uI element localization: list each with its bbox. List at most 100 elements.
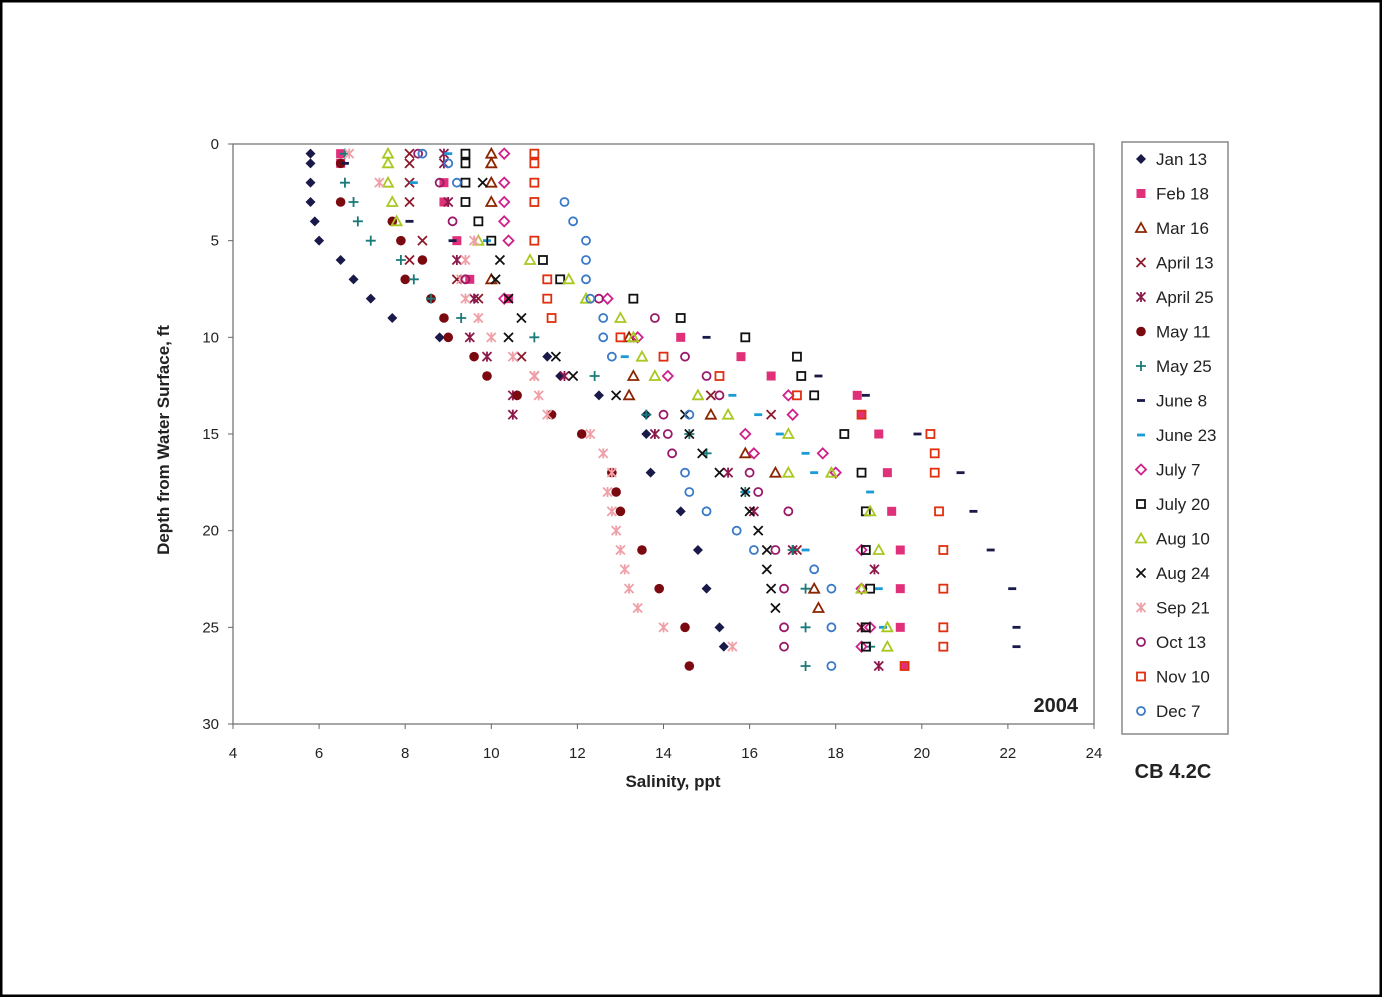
data-point bbox=[581, 274, 591, 285]
data-point bbox=[938, 641, 949, 652]
data-point bbox=[895, 545, 905, 555]
data-point bbox=[880, 620, 894, 633]
data-point bbox=[714, 390, 725, 401]
legend-marker bbox=[1136, 154, 1146, 164]
data-point bbox=[615, 332, 626, 343]
data-point bbox=[385, 195, 399, 207]
data-point bbox=[615, 506, 626, 517]
data-point bbox=[648, 369, 662, 381]
legend-marker bbox=[1135, 602, 1147, 613]
data-point bbox=[852, 390, 862, 400]
data-point bbox=[593, 390, 604, 401]
data-point bbox=[856, 409, 867, 420]
data-point bbox=[874, 429, 884, 439]
data-point bbox=[782, 389, 795, 402]
legend-item: July 20 bbox=[1136, 495, 1210, 514]
legend-marker bbox=[1135, 567, 1147, 579]
series-july-7 bbox=[497, 147, 877, 653]
data-point bbox=[576, 429, 587, 439]
data-point bbox=[538, 255, 548, 265]
data-point bbox=[787, 545, 798, 555]
data-point bbox=[860, 641, 871, 652]
data-point bbox=[417, 255, 428, 265]
data-point bbox=[598, 332, 609, 343]
data-point bbox=[305, 158, 316, 169]
data-point bbox=[770, 545, 781, 555]
data-point bbox=[792, 390, 802, 401]
data-point bbox=[863, 504, 877, 517]
data-point bbox=[497, 215, 511, 228]
data-point bbox=[826, 583, 837, 594]
data-point bbox=[512, 390, 522, 401]
data-point bbox=[497, 195, 511, 209]
data-point bbox=[606, 506, 617, 517]
legend-label: June 8 bbox=[1156, 392, 1207, 411]
legend-marker bbox=[1136, 189, 1146, 198]
data-point bbox=[486, 235, 497, 246]
legend-item: Jan 13 bbox=[1136, 150, 1207, 169]
data-point bbox=[606, 351, 617, 362]
data-point bbox=[658, 409, 669, 420]
data-point bbox=[529, 370, 540, 382]
data-point bbox=[550, 351, 562, 362]
legend-item: Oct 13 bbox=[1136, 633, 1206, 652]
data-point bbox=[680, 467, 690, 478]
data-point bbox=[938, 583, 949, 594]
data-point bbox=[452, 236, 462, 246]
data-point bbox=[622, 388, 636, 401]
data-point bbox=[314, 235, 325, 246]
data-point bbox=[796, 371, 807, 381]
data-point bbox=[744, 467, 755, 478]
x-tick-label: 14 bbox=[655, 745, 672, 762]
legend-label: Nov 10 bbox=[1156, 668, 1210, 687]
data-point bbox=[438, 148, 450, 159]
data-point bbox=[739, 427, 752, 441]
legend-label: April 25 bbox=[1156, 288, 1214, 307]
data-point bbox=[649, 428, 661, 440]
x-tick-label: 18 bbox=[827, 745, 844, 762]
data-point bbox=[451, 274, 462, 285]
data-point bbox=[934, 506, 944, 517]
data-point bbox=[738, 446, 752, 459]
data-point bbox=[396, 235, 406, 246]
data-point bbox=[408, 274, 419, 285]
data-point bbox=[417, 235, 428, 246]
legend-item: April 25 bbox=[1135, 288, 1214, 307]
legend-label: Oct 13 bbox=[1156, 633, 1206, 652]
data-point bbox=[529, 197, 540, 207]
data-point bbox=[740, 332, 751, 343]
data-point bbox=[443, 332, 454, 343]
legend-label: Aug 10 bbox=[1156, 530, 1210, 549]
data-point bbox=[654, 583, 664, 594]
series-oct-13 bbox=[413, 148, 794, 652]
data-point bbox=[704, 407, 718, 420]
data-point bbox=[542, 274, 553, 285]
series-dec-7 bbox=[417, 148, 837, 671]
data-point bbox=[645, 467, 656, 478]
data-point bbox=[857, 410, 867, 420]
data-point bbox=[718, 641, 729, 652]
y-tick-label: 10 bbox=[202, 329, 219, 346]
data-point bbox=[404, 177, 415, 188]
data-point bbox=[753, 525, 764, 536]
data-point bbox=[753, 487, 764, 497]
data-point bbox=[781, 427, 795, 439]
data-point bbox=[601, 292, 614, 305]
data-point bbox=[451, 177, 462, 188]
data-point bbox=[626, 369, 640, 381]
data-point bbox=[579, 291, 593, 304]
data-point bbox=[880, 639, 894, 652]
data-point bbox=[484, 175, 498, 188]
x-axis-title: Salinity, ppt bbox=[625, 772, 720, 791]
data-point bbox=[581, 255, 591, 265]
data-point bbox=[567, 370, 579, 382]
legend-label: July 20 bbox=[1156, 495, 1210, 514]
y-tick-label: 25 bbox=[202, 619, 219, 636]
data-point bbox=[749, 545, 759, 555]
data-point bbox=[779, 622, 789, 633]
legend-label: Mar 16 bbox=[1156, 219, 1209, 238]
legend-marker bbox=[1134, 531, 1148, 544]
data-point bbox=[486, 332, 497, 343]
data-point bbox=[468, 235, 480, 246]
